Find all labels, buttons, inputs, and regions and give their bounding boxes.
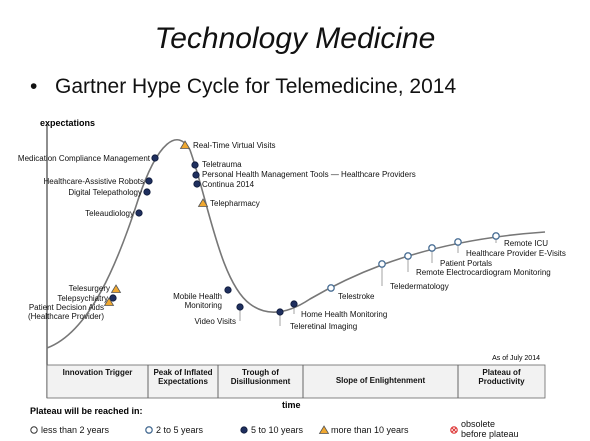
marker (451, 427, 457, 433)
marker (143, 188, 151, 196)
technology-label: Medication Compliance Management (17, 154, 150, 163)
technology-label: Teletrauma (202, 160, 242, 169)
technology-label: Personal Health Management Tools — Healt… (202, 170, 416, 179)
marker (179, 140, 191, 149)
phase-label: Trough of Disillusionment (230, 368, 291, 386)
marker (197, 198, 209, 207)
marker (454, 238, 462, 246)
phase-label: Peak of Inflated Expectations (153, 368, 213, 386)
technology-label: Teleaudiology (85, 209, 134, 218)
marker (224, 286, 232, 294)
technology-label: Telepharmacy (210, 199, 260, 208)
technology-label: Patient Portals (440, 259, 493, 268)
slide-title: Technology Medicine (154, 22, 436, 55)
marker (378, 260, 386, 268)
marker (110, 284, 122, 293)
legend-item: 5 to 10 years (251, 425, 304, 435)
technology-label: Home Health Monitoring (301, 310, 388, 319)
technology-label: Teledermatology (390, 282, 449, 291)
as-of-note: As of July 2014 (492, 355, 540, 362)
phase-band (46, 364, 546, 399)
marker (103, 297, 115, 306)
bullet-dot: • (30, 75, 38, 98)
legend-item: less than 2 years (41, 425, 110, 435)
marker (30, 426, 38, 434)
technology-label: Real-Time Virtual Visits (193, 141, 276, 150)
legend-title: Plateau will be reached in: (30, 406, 143, 416)
marker (404, 252, 412, 260)
hype-curve (46, 139, 546, 349)
legend-item: 2 to 5 years (156, 425, 204, 435)
technology-label: Telesurgery (68, 284, 110, 293)
technology-label: Healthcare-Assistive Robots (43, 177, 144, 186)
technology-label: Remote Electrocardiogram Monitoring (416, 268, 551, 277)
technology-label: Healthcare Provider E-Visits (466, 249, 566, 258)
marker (151, 154, 159, 162)
technology-label: Telepsychiatry (57, 294, 108, 303)
technology-label: Telestroke (338, 292, 375, 301)
phase-label: Slope of Enlightenment (335, 376, 426, 385)
marker (192, 171, 200, 179)
marker (240, 426, 248, 434)
marker (327, 284, 335, 292)
marker (193, 180, 201, 188)
marker (318, 425, 330, 434)
x-axis-label: time (282, 400, 301, 410)
technology-label: Continua 2014 (202, 180, 255, 189)
marker (236, 303, 244, 311)
marker (492, 232, 500, 240)
marker (191, 161, 199, 169)
marker (276, 308, 284, 316)
marker (145, 177, 153, 185)
legend-item: obsolete before plateau (461, 419, 519, 439)
y-axis-label: expectations (40, 118, 95, 128)
marker (109, 294, 117, 302)
marker (428, 244, 436, 252)
technology-label: Mobile Health Monitoring (173, 292, 222, 310)
technology-label: Patient Decision Aids (Healthcare Provid… (27, 303, 104, 321)
technology-label: Teleretinal Imaging (290, 322, 358, 331)
marker (135, 209, 143, 217)
technology-label: Digital Telepathology (68, 188, 142, 197)
marker (290, 300, 298, 308)
technology-label: Video Visits (194, 317, 236, 326)
phase-label: Innovation Trigger (62, 368, 133, 377)
phase-label: Plateau of Productivity (478, 368, 525, 386)
marker (145, 426, 153, 434)
technology-label: Remote ICU (504, 239, 549, 248)
legend-item: more than 10 years (331, 425, 409, 435)
bullet-text: Gartner Hype Cycle for Telemedicine, 201… (55, 75, 457, 98)
